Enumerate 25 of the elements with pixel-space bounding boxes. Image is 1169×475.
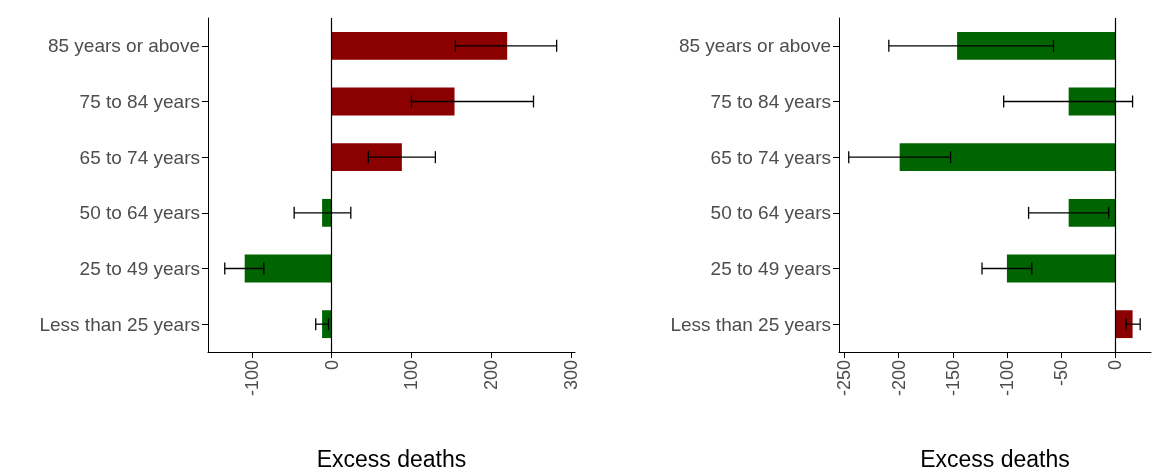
y-tick-label: 50 to 64 years	[710, 202, 831, 224]
x-tick-label: -250	[834, 360, 855, 397]
y-tick-label: 85 years or above	[47, 35, 200, 57]
x-tick-label: -100	[996, 360, 1017, 397]
x-tick-label: -200	[888, 360, 909, 397]
x-tick-label: 300	[561, 360, 582, 391]
x-axis-title: Excess deaths	[920, 445, 1070, 472]
y-tick-label: 75 to 84 years	[79, 91, 200, 112]
x-axis-title: Excess deaths	[316, 445, 467, 472]
x-tick-label: 200	[481, 360, 502, 391]
y-tick-label: 65 to 74 years	[79, 146, 200, 168]
y-tick-label: 65 to 74 years	[710, 146, 831, 168]
y-tick-label: 50 to 64 years	[79, 202, 200, 224]
y-tick-label: 25 to 49 years	[79, 258, 200, 279]
x-tick-label: -50	[1051, 360, 1072, 387]
y-tick-label: Less than 25 years	[670, 313, 831, 335]
x-tick-label: -150	[942, 360, 963, 397]
y-tick-label: 75 to 84 years	[710, 91, 831, 112]
x-tick-label: -100	[241, 360, 262, 397]
x-tick-label: 0	[1105, 360, 1126, 371]
y-tick-label: Less than 25 years	[39, 313, 200, 335]
y-tick-label: 85 years or above	[678, 35, 831, 57]
y-tick-label: 25 to 49 years	[710, 258, 831, 279]
x-tick-label: 100	[401, 360, 422, 391]
x-tick-label: 0	[321, 360, 342, 371]
